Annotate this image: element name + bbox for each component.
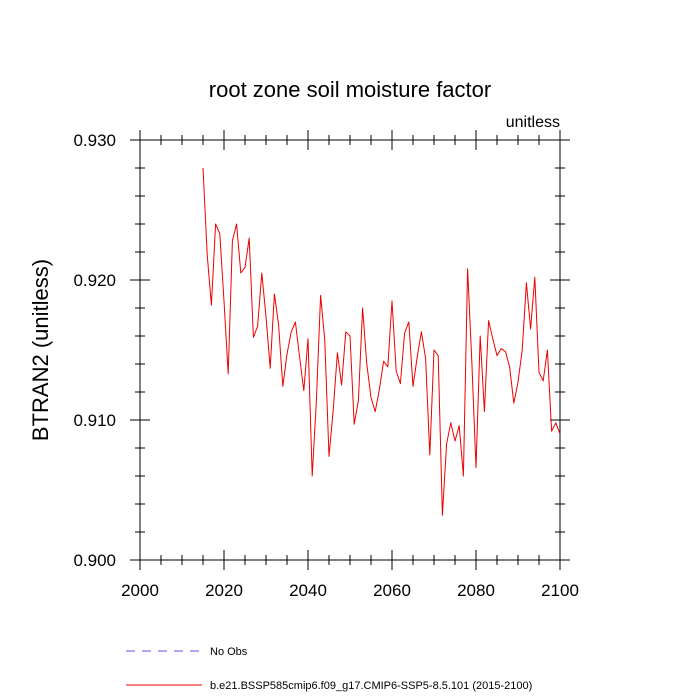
y-tick-label: 0.910: [73, 411, 116, 430]
axis-ticks: [130, 130, 570, 570]
x-tick-label: 2040: [289, 581, 327, 600]
x-tick-label: 2100: [541, 581, 579, 600]
series-line: [202, 167, 561, 516]
x-tick-label: 2060: [373, 581, 411, 600]
y-tick-label: 0.920: [73, 271, 116, 290]
chart-title: root zone soil moisture factor: [209, 77, 491, 102]
legend-label-model-run: b.e21.BSSP585cmip6.f09_g17.CMIP6-SSP5-8.…: [210, 680, 532, 692]
x-tick-label: 2080: [457, 581, 495, 600]
y-axis-label: BTRAN2 (unitless): [28, 259, 53, 441]
y-tick-label: 0.900: [73, 551, 116, 570]
y-tick-label: 0.930: [73, 131, 116, 150]
x-tick-labels: 2000 2020 2040 2060 2080 2100: [121, 581, 579, 600]
x-tick-label: 2000: [121, 581, 159, 600]
y-tick-labels: 0.900 0.910 0.920 0.930: [73, 131, 116, 570]
units-label: unitless: [506, 114, 560, 131]
legend-label-no-obs: No Obs: [210, 646, 248, 658]
series-layer: [202, 167, 561, 516]
legend: No Obs b.e21.BSSP585cmip6.f09_g17.CMIP6-…: [126, 646, 532, 692]
x-tick-label: 2020: [205, 581, 243, 600]
plot-frame: [139, 139, 561, 561]
